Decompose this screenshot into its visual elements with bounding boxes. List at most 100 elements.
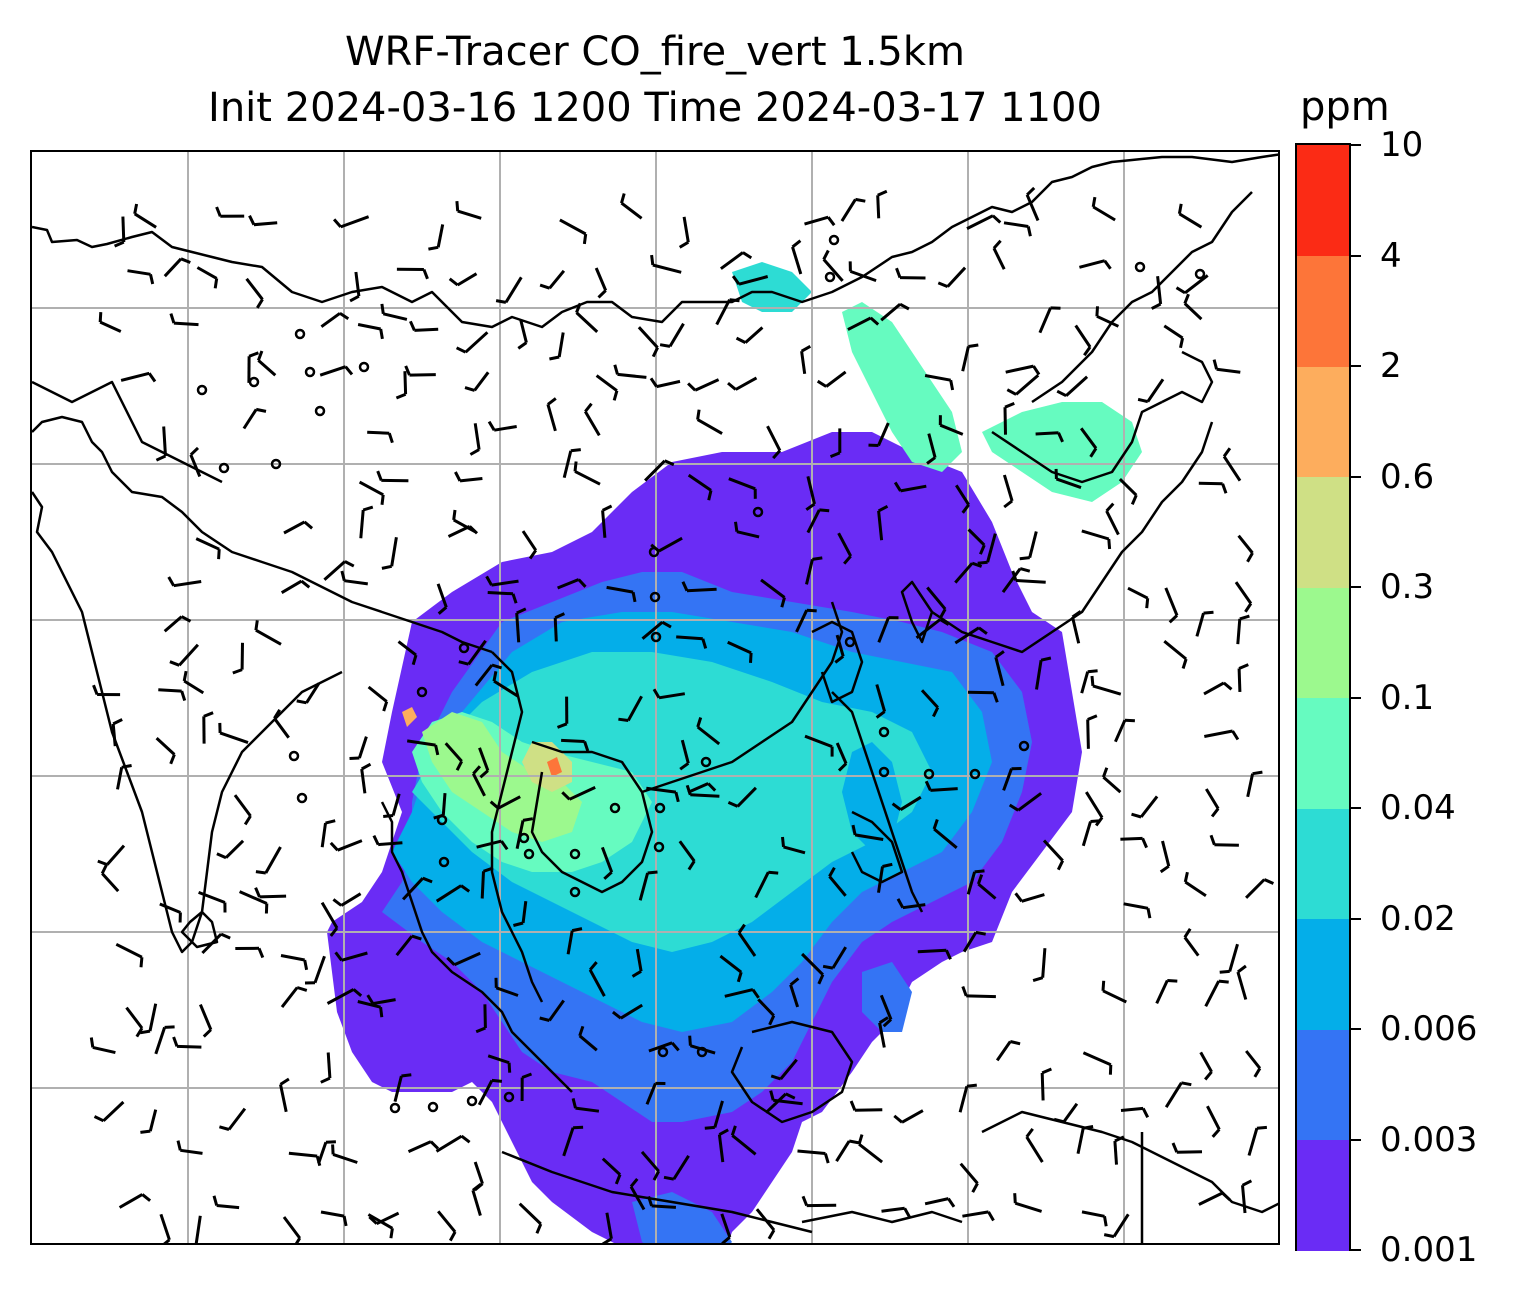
wind-barb [224,839,245,859]
wind-barb [1245,1050,1262,1070]
wind-barb [273,717,290,739]
wind-barb [954,562,974,584]
colorbar-tick [1351,144,1361,146]
calm-wind-circle [304,366,316,378]
wind-barb [452,518,477,534]
wind-barb [382,312,408,321]
wind-barb [847,316,872,331]
wind-barb-flag [670,1041,680,1052]
wind-barb-flag [770,1074,782,1081]
wind-barb-flag [727,801,739,808]
wind-barb-flag [448,1231,457,1242]
wind-barb-flag [213,278,219,289]
wind-barb [464,331,489,354]
wind-barb-flag [968,343,979,348]
coastline-segment [32,491,343,954]
wind-barb-flag [539,283,551,290]
wind-barb [1184,274,1209,295]
wind-barb-flag [945,949,952,960]
wind-barb-flag [189,446,200,456]
wind-barb [930,787,958,792]
wind-barb [760,578,786,599]
wind-barb [1003,221,1029,228]
wind-barb [497,795,521,810]
wind-barb-flag [464,386,476,392]
wind-barb [629,1185,646,1211]
colorbar-tick-label: 0.003 [1380,1119,1478,1160]
wind-barb [994,656,1005,687]
coastline-segment [32,380,223,484]
wind-barb [831,946,847,969]
wind-barb-flag [352,988,363,997]
wind-barb-flag [1105,502,1115,513]
wind-barb [354,271,361,297]
wind-barb [437,1210,457,1233]
wind-barb-flag [422,876,433,884]
wind-barb [313,955,326,984]
wind-barb [121,216,126,243]
wind-barb-flag [112,718,123,726]
wind-barb-flag [685,784,692,796]
wind-barb-flag [325,819,336,825]
colorbar-tick-label: 0.1 [1380,677,1435,718]
wind-barb-flag [679,762,690,771]
wind-barb-flag [602,1237,613,1243]
wind-barb-flag [823,1153,830,1164]
wind-barb [566,930,574,955]
wind-barb-flag [571,1098,577,1109]
wind-barb-flag [114,240,125,248]
wind-barb-flag [971,1182,979,1193]
wind-barb-flag [180,257,191,264]
colorbar-tick [1351,586,1361,588]
wind-barb [961,346,970,372]
wind-barb [280,579,303,594]
wind-barb [548,269,566,290]
wind-barb-flag [294,1237,302,1243]
wind-barb-flag [362,505,374,512]
wind-barb [1081,821,1092,847]
wind-barb-flag [491,1078,503,1083]
wind-barb-flag [1145,598,1150,609]
wind-barb-flag [479,769,489,779]
wind-barb [668,322,685,348]
wind-barb-flag [376,470,383,481]
wind-barb [162,426,167,457]
wind-barb [568,786,596,801]
wind-barb-flag [331,1144,335,1155]
wind-barb [154,1026,167,1055]
wind-barb [1234,581,1253,605]
wind-barb-flag [216,852,227,860]
wind-barb-flag [139,1029,151,1035]
wind-barb [378,841,403,847]
wind-barb [238,890,268,905]
wind-barb-flag [696,717,703,728]
wind-barb [253,221,278,227]
wind-barb-flag [896,898,905,909]
wind-barb [1114,719,1127,743]
wind-barb-flag [661,620,672,629]
calm-wind-circle [438,856,450,868]
wind-barb [332,1152,358,1164]
wind-barb-flag [329,927,339,937]
wind-barb [158,688,182,693]
coastline-segment [1161,350,1214,404]
wind-barb [245,277,264,301]
coastline-segment [501,1150,813,1234]
wind-barb-flag [618,717,629,722]
wind-barb-flag [1041,1067,1052,1075]
wind-barb [1040,1072,1045,1101]
wind-barb [992,247,1006,270]
wind-barb-flag [452,509,457,521]
wind-barb-flag [140,1129,151,1134]
wind-barb-flag [701,638,708,649]
wind-barb [696,725,721,746]
wind-barb-flag [203,711,214,718]
wind-barb-flag [631,970,642,978]
wind-barb-flag [614,1174,622,1185]
wind-barb-flag [485,575,493,586]
wind-barb [595,374,618,392]
wind-barb [600,846,614,873]
wind-barb [1183,936,1200,957]
wind-barb-flag [372,834,380,846]
wind-barb [376,1211,400,1226]
